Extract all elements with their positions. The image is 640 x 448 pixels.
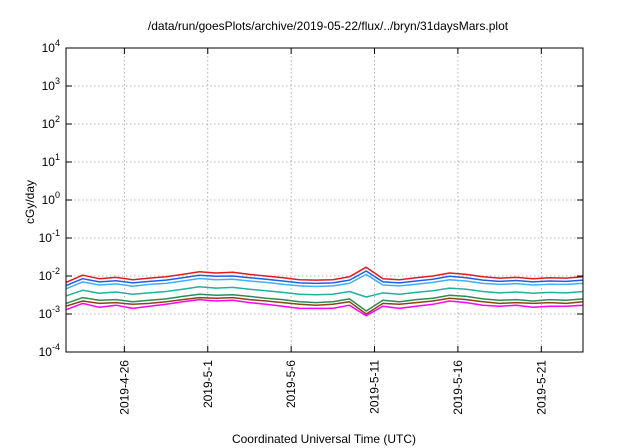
- x-axis-title: Coordinated Universal Time (UTC): [232, 432, 416, 446]
- series-line-5: [65, 293, 584, 312]
- x-tick-label: 2019-5-11: [368, 360, 382, 414]
- y-tick-label: 101: [42, 152, 60, 169]
- series-line-6: [65, 296, 584, 315]
- x-tick-label: 2019-5-16: [451, 360, 465, 415]
- series-line-7: [65, 298, 584, 317]
- x-tick-label: 2019-4-26: [117, 360, 131, 415]
- x-tick-label: 2019-5-1: [201, 360, 215, 408]
- x-tick-label: 2019-5-6: [284, 360, 298, 408]
- series-line-1: [65, 266, 584, 284]
- y-tick-label: 10-3: [39, 304, 60, 321]
- chart-title: /data/run/goesPlots/archive/2019-05-22/f…: [148, 19, 509, 33]
- y-tick-label: 100: [42, 190, 60, 207]
- y-tick-label: 10-4: [39, 342, 60, 359]
- y-axis-title: cGy/day: [23, 180, 37, 224]
- y-tick-label: 102: [42, 114, 60, 131]
- y-tick-label: 104: [42, 38, 60, 55]
- y-tick-label: 10-1: [39, 228, 60, 245]
- x-tick-labels: 2019-4-26 2019-5-1 2019-5-6 2019-5-11 2019-5…: [117, 360, 548, 415]
- series-layer: [65, 266, 584, 317]
- series-line-3: [65, 273, 584, 290]
- tick-layer: [66, 47, 583, 353]
- x-tick-label: 2019-5-21: [534, 360, 548, 415]
- y-tick-label: 103: [42, 76, 60, 93]
- series-line-2: [65, 270, 584, 287]
- y-tick-label: 10-2: [39, 266, 60, 283]
- series-line-4: [65, 286, 584, 298]
- y-tick-labels: 10-4 10-3 10-2 10-1 100 101 102 103 104: [39, 38, 60, 359]
